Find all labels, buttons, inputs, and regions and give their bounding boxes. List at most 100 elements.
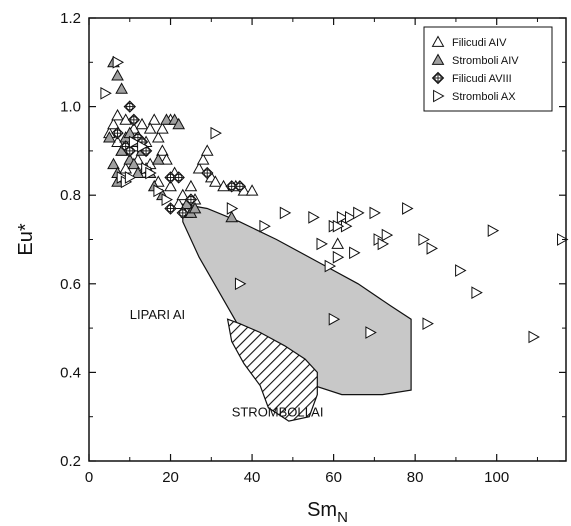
region-label-stromboli: STROMBOLI AI: [232, 405, 324, 420]
point-series-3: [528, 330, 540, 344]
point-series-0: [209, 175, 222, 187]
point-series-3: [471, 286, 483, 300]
point-series-3: [153, 184, 165, 198]
point-series-0: [192, 162, 206, 174]
y-tick-label: 1.2: [60, 10, 81, 27]
point-series-3: [353, 206, 365, 220]
point-series-3: [279, 206, 292, 220]
point-series-1: [127, 157, 141, 170]
y-axis-title: Eu*: [15, 223, 37, 255]
x-tick-label: 80: [407, 469, 424, 486]
legend-label: Stromboli AIV: [452, 55, 519, 67]
point-series-3: [112, 55, 125, 69]
point-series-3: [324, 259, 337, 273]
x-tick-label: 40: [244, 469, 261, 486]
point-series-0: [164, 179, 177, 192]
point-series-3: [422, 317, 434, 331]
y-tick-label: 0.4: [60, 364, 81, 381]
legend-marker-0: [431, 35, 445, 47]
point-series-3: [124, 171, 137, 184]
point-series-1: [103, 131, 116, 143]
point-series-1: [188, 201, 202, 214]
point-series-1: [131, 166, 145, 178]
legend-marker-3: [433, 89, 445, 103]
point-series-2: [225, 180, 238, 193]
y-tick-label: 0.2: [60, 453, 81, 470]
point-series-3: [369, 206, 381, 220]
point-series-1: [107, 157, 120, 170]
point-series-3: [128, 135, 141, 149]
point-series-3: [259, 219, 271, 233]
point-series-2: [111, 126, 124, 140]
point-series-3: [381, 228, 394, 242]
point-series-3: [210, 126, 222, 140]
point-series-3: [145, 166, 157, 180]
point-series-0: [172, 197, 186, 209]
point-series-3: [365, 326, 377, 339]
point-series-3: [332, 219, 345, 233]
y-tick-label: 1.0: [60, 99, 81, 116]
regions-layer: [182, 203, 412, 422]
point-series-0: [160, 153, 173, 165]
x-tick-label: 20: [162, 469, 179, 486]
point-series-2: [201, 166, 214, 180]
point-series-3: [316, 237, 328, 251]
point-series-0: [147, 113, 161, 125]
point-series-0: [156, 144, 169, 156]
point-series-2: [127, 113, 141, 127]
x-tick-label: 100: [484, 469, 509, 486]
y-tick-label: 0.6: [60, 276, 81, 293]
point-series-0: [245, 184, 259, 196]
axis-ticks: 0 20 40 60 80 100 0.2 0.4 0.6 0.8 1.0 1.2: [60, 10, 566, 486]
legend-label: Filicudi AIV: [452, 37, 507, 49]
point-series-0: [151, 131, 165, 143]
point-series-2: [172, 171, 185, 184]
region-stromboli-ai: [226, 318, 318, 422]
point-series-2: [184, 193, 198, 206]
point-series-3: [161, 193, 173, 206]
point-series-3: [345, 211, 357, 224]
point-series-1: [151, 153, 165, 165]
legend: Filicudi AIV Stromboli AIV Filicudi AVIII S…: [423, 26, 553, 112]
point-series-0: [200, 144, 214, 156]
x-axis-title-subscript: N: [337, 509, 348, 526]
point-series-3: [234, 277, 247, 291]
x-axis-title-main: Sm: [307, 499, 337, 521]
point-series-0: [107, 117, 120, 130]
point-series-2: [233, 180, 247, 193]
point-series-3: [455, 264, 467, 277]
region-lipari-ai: [182, 203, 412, 396]
point-series-0: [176, 188, 190, 201]
point-series-3: [426, 242, 438, 255]
point-series-3: [349, 246, 361, 260]
point-series-0: [111, 108, 124, 121]
points-layer: [100, 55, 569, 344]
point-series-0: [135, 117, 149, 130]
point-series-0: [331, 237, 345, 249]
point-series-1: [160, 113, 173, 125]
point-series-3: [100, 86, 112, 100]
point-series-3: [137, 140, 149, 153]
legend-label: Stromboli AX: [452, 91, 516, 103]
point-series-3: [226, 202, 239, 215]
point-series-2: [176, 206, 189, 220]
point-series-0: [184, 179, 198, 192]
point-series-0: [196, 153, 210, 165]
point-series-1: [115, 82, 128, 94]
point-series-0: [143, 122, 157, 134]
point-series-3: [336, 211, 349, 224]
x-tick-label: 60: [325, 469, 342, 486]
point-series-3: [377, 237, 390, 251]
point-series-0: [156, 122, 169, 134]
point-series-3: [328, 312, 341, 326]
x-axis-title: SmN: [307, 499, 348, 526]
point-series-2: [123, 100, 136, 113]
legend-marker-2: [431, 71, 445, 85]
region-label-lipari: LIPARI AI: [130, 307, 185, 322]
point-series-3: [487, 224, 500, 237]
point-series-3: [418, 233, 430, 246]
x-tick-label: 0: [85, 469, 93, 486]
point-series-1: [111, 69, 124, 81]
point-series-2: [164, 202, 177, 215]
